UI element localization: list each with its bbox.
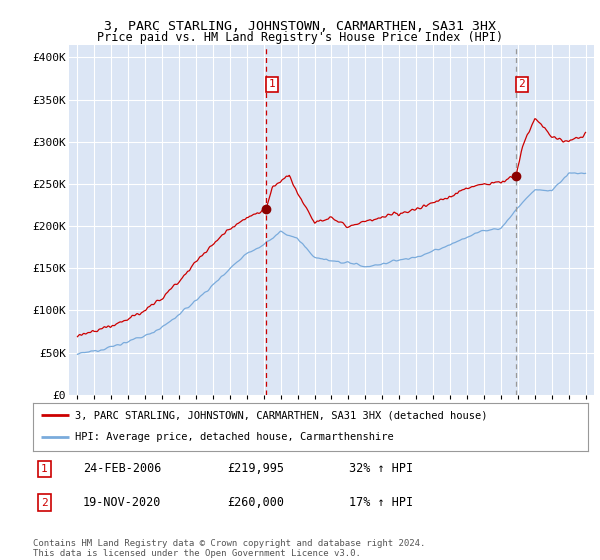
Text: Price paid vs. HM Land Registry's House Price Index (HPI): Price paid vs. HM Land Registry's House … [97, 31, 503, 44]
Text: 3, PARC STARLING, JOHNSTOWN, CARMARTHEN, SA31 3HX (detached house): 3, PARC STARLING, JOHNSTOWN, CARMARTHEN,… [74, 410, 487, 420]
Text: £219,995: £219,995 [227, 463, 284, 475]
Text: 32% ↑ HPI: 32% ↑ HPI [349, 463, 413, 475]
Text: 1: 1 [268, 80, 275, 90]
Text: 24-FEB-2006: 24-FEB-2006 [83, 463, 161, 475]
Text: 2: 2 [518, 80, 525, 90]
Text: 19-NOV-2020: 19-NOV-2020 [83, 496, 161, 509]
Text: 2: 2 [41, 498, 47, 507]
Text: 3, PARC STARLING, JOHNSTOWN, CARMARTHEN, SA31 3HX: 3, PARC STARLING, JOHNSTOWN, CARMARTHEN,… [104, 20, 496, 32]
Text: HPI: Average price, detached house, Carmarthenshire: HPI: Average price, detached house, Carm… [74, 432, 394, 442]
Text: 17% ↑ HPI: 17% ↑ HPI [349, 496, 413, 509]
Text: Contains HM Land Registry data © Crown copyright and database right 2024.
This d: Contains HM Land Registry data © Crown c… [33, 539, 425, 558]
Text: £260,000: £260,000 [227, 496, 284, 509]
Text: 1: 1 [41, 464, 47, 474]
